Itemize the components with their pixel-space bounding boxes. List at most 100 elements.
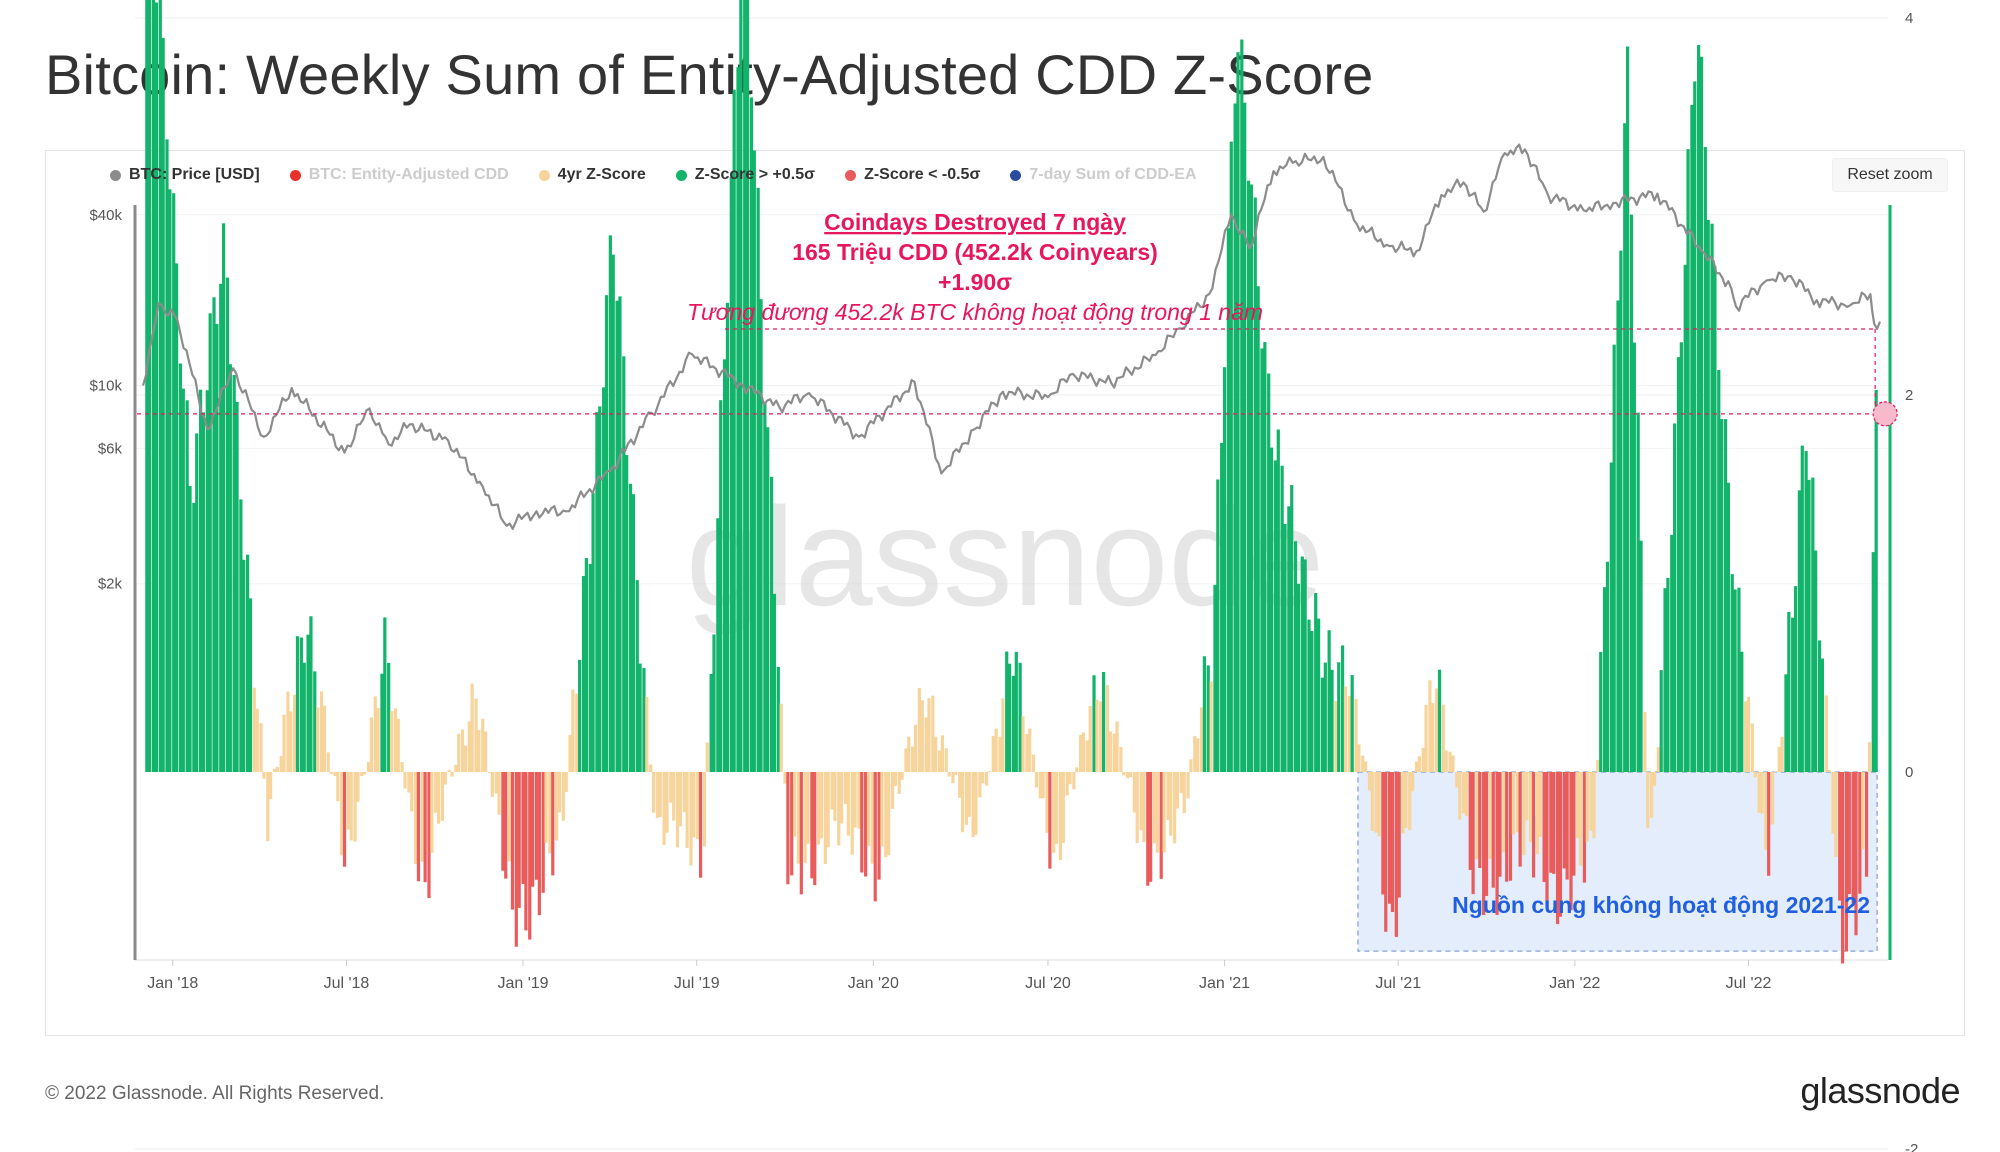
highlight-marker <box>1872 401 1898 427</box>
zscore-bar <box>1099 701 1103 772</box>
zscore-bar <box>430 772 434 853</box>
zscore-bar <box>1784 674 1788 772</box>
zscore-bar <box>1135 772 1139 844</box>
zscore-bar <box>1585 772 1589 842</box>
zscore-bar <box>494 772 498 794</box>
zscore-bar <box>1545 772 1549 907</box>
zscore-bar <box>967 772 971 817</box>
zscore-bar <box>400 761 404 772</box>
zscore-bar <box>1840 772 1845 964</box>
zscore-bar <box>537 772 541 916</box>
zscore-bar <box>1744 701 1748 772</box>
zscore-bar <box>1354 698 1358 772</box>
zscore-bar <box>1209 681 1213 772</box>
zscore-bar <box>1152 772 1157 844</box>
zscore-bar <box>1102 672 1106 772</box>
zscore-bar <box>1626 46 1630 772</box>
zscore-bar <box>823 772 827 865</box>
zscore-bar <box>631 494 635 772</box>
zscore-bar <box>353 772 357 842</box>
zscore-bar <box>504 772 508 879</box>
legend-item[interactable]: 7-day Sum of CDD-EA <box>1010 166 1197 184</box>
zscore-bar <box>561 772 565 821</box>
x-tick-label: Jan '19 <box>497 975 548 992</box>
zscore-bar <box>1028 728 1032 772</box>
zscore-bar <box>1673 423 1677 772</box>
zscore-bar <box>1511 772 1516 835</box>
zscore-bar <box>470 683 474 772</box>
legend-item[interactable]: 4yr Z-Score <box>538 166 646 184</box>
y-tick-label-left: $10k <box>89 378 122 395</box>
zscore-bar <box>172 193 176 772</box>
zscore-bar <box>749 97 754 772</box>
zscore-bar <box>860 772 864 873</box>
zscore-bar <box>743 0 747 772</box>
zscore-bar <box>454 765 458 772</box>
zscore-bar <box>293 694 297 772</box>
legend-item[interactable]: Z-Score < -0.5σ <box>845 166 980 184</box>
reset-zoom-button[interactable]: Reset zoom <box>1832 158 1948 192</box>
zscore-bar <box>524 772 528 931</box>
zscore-bar <box>1605 561 1610 772</box>
zscore-bar <box>1149 772 1153 882</box>
zscore-bar <box>934 736 938 772</box>
legend-marker-icon <box>110 169 121 181</box>
zscore-bar <box>960 772 965 833</box>
zscore-bar <box>1699 56 1704 772</box>
y-tick-label-right: 0 <box>1905 764 1913 781</box>
zscore-bar <box>1518 772 1522 867</box>
zscore-bar <box>1173 772 1177 844</box>
zscore-bar <box>1414 761 1419 772</box>
zscore-bar <box>168 189 172 772</box>
zscore-bar <box>477 729 481 772</box>
zscore-bar <box>588 564 592 772</box>
zscore-bar <box>1105 685 1110 772</box>
zscore-bar <box>709 673 713 772</box>
zscore-bar <box>1861 772 1865 850</box>
zscore-bar <box>1001 698 1005 772</box>
zscore-bar <box>481 718 485 772</box>
zscore-bar <box>1411 772 1415 792</box>
legend-item[interactable]: BTC: Price [USD] <box>110 166 260 184</box>
zscore-bar <box>1397 772 1401 898</box>
zscore-bar <box>306 634 310 772</box>
zscore-bar <box>302 662 306 772</box>
zscore-bar <box>246 554 250 772</box>
zscore-bar <box>1663 588 1667 772</box>
legend-item[interactable]: BTC: Entity-Adjusted CDD <box>289 166 509 184</box>
zscore-bar <box>669 772 673 803</box>
zscore-bar <box>1683 264 1687 772</box>
callout-description: Tương đương 452.2k BTC không hoạt động t… <box>687 299 1263 325</box>
dormant-supply-label: Nguồn cung không hoạt động 2021-22 <box>1452 892 1870 918</box>
zscore-bar <box>857 772 861 829</box>
zscore-bar <box>145 0 149 773</box>
zscore-bar <box>1656 747 1660 772</box>
zscore-bar <box>1599 651 1603 772</box>
zscore-bar <box>1693 81 1697 772</box>
zscore-bar <box>756 187 760 772</box>
zscore-bar <box>1142 772 1146 843</box>
zscore-bar <box>1737 587 1741 772</box>
zscore-bar <box>474 698 478 772</box>
zscore-bar <box>817 772 821 845</box>
zscore-bar <box>316 707 320 772</box>
zscore-bar <box>1269 447 1274 772</box>
zscore-bar <box>991 735 995 772</box>
zscore-bar <box>571 689 575 772</box>
zscore-bar <box>1609 462 1613 772</box>
zscore-bar <box>850 772 854 855</box>
zscore-bar <box>649 764 653 772</box>
zscore-bar <box>1804 451 1808 772</box>
zscore-bar <box>568 734 572 772</box>
zscore-bar <box>1558 772 1563 917</box>
zscore-bar <box>698 772 703 878</box>
y-tick-label-left: $40k <box>89 207 122 224</box>
zscore-bar <box>1437 669 1442 772</box>
zscore-bar <box>460 729 465 772</box>
zscore-bar <box>363 772 367 775</box>
zscore-bar <box>897 772 901 794</box>
legend-item[interactable]: Z-Score > +0.5σ <box>675 166 815 184</box>
zscore-bar <box>1565 772 1569 880</box>
zscore-bar <box>911 746 915 772</box>
zscore-bar <box>259 723 263 772</box>
